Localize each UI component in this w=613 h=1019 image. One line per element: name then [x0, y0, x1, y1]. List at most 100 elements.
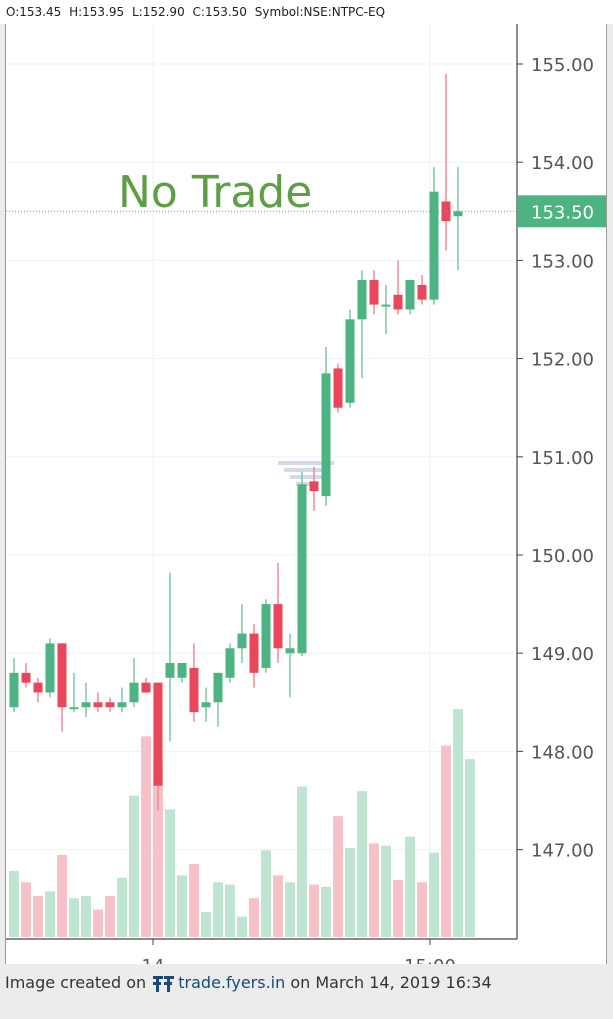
y-tick-label: 150.00 — [531, 546, 594, 567]
candle-body[interactable] — [309, 481, 319, 492]
volume-bar — [129, 795, 139, 937]
y-tick-label: 147.00 — [531, 841, 594, 862]
y-tick-label: 153.00 — [531, 251, 594, 272]
volume-bar — [201, 911, 211, 937]
volume-bar — [333, 816, 343, 937]
volume-bar — [81, 895, 91, 937]
y-tick-label: 154.00 — [531, 153, 594, 174]
candle-body[interactable] — [105, 702, 115, 708]
candle-body[interactable] — [369, 280, 379, 305]
volume-bar — [369, 843, 379, 937]
candlestick-chart[interactable]: No Trade 147.00 148.00 149.00 150.00 151.00 15… — [6, 24, 606, 964]
volume-bar — [57, 854, 67, 937]
volume-bar — [381, 845, 391, 937]
volume-bar — [465, 759, 475, 937]
candle-body[interactable] — [129, 682, 139, 703]
candle-body[interactable] — [225, 648, 235, 678]
no-trade-annotation: No Trade — [118, 167, 312, 218]
y-tick-label: 151.00 — [531, 448, 594, 469]
volume-bar — [453, 709, 463, 937]
candle-body[interactable] — [429, 191, 439, 300]
volume-bar — [417, 882, 427, 937]
volume-bar — [261, 850, 271, 937]
y-tick-label: 152.00 — [531, 350, 594, 371]
volume-bar — [297, 786, 307, 937]
candle-body[interactable] — [33, 682, 43, 693]
candle-body[interactable] — [453, 211, 463, 217]
open-value: O:153.45 — [6, 5, 62, 19]
volume-bar — [153, 761, 163, 937]
volume-bar — [21, 882, 31, 937]
volume-bar — [429, 852, 439, 937]
volume-bar — [105, 895, 115, 937]
candle-body[interactable] — [81, 702, 91, 708]
volume-bar — [141, 736, 151, 937]
candle-body[interactable] — [273, 604, 283, 649]
volume-bar — [69, 898, 79, 937]
candle-body[interactable] — [21, 672, 31, 683]
volume-bar — [285, 882, 295, 937]
candle-body[interactable] — [261, 604, 271, 668]
close-value: C:153.50 — [192, 5, 247, 19]
volume-bar — [321, 886, 331, 937]
low-value: L:152.90 — [131, 5, 185, 19]
volume-bar — [9, 870, 19, 937]
candle-body[interactable] — [93, 702, 103, 708]
candle-body[interactable] — [189, 667, 199, 713]
candle-body[interactable] — [441, 201, 451, 222]
volume-bar — [441, 745, 451, 937]
volume-bar — [33, 895, 43, 937]
chart-panel[interactable]: No Trade 147.00 148.00 149.00 150.00 151.00 15… — [5, 24, 607, 964]
y-tick-label: 148.00 — [531, 742, 594, 763]
symbol-label: Symbol:NSE:NTPC-EQ — [254, 5, 386, 19]
candle-body[interactable] — [345, 319, 355, 403]
x-tick-label: 14 — [142, 956, 165, 964]
footer-prefix: Image created on — [5, 973, 147, 992]
x-tick-label: 15:00 — [404, 956, 456, 964]
candle-body[interactable] — [393, 294, 403, 310]
candle-body[interactable] — [405, 280, 415, 310]
last-price-label: 153.50 — [531, 202, 594, 223]
candle-body[interactable] — [9, 672, 19, 708]
candle-body[interactable] — [297, 484, 307, 654]
candle-body[interactable] — [201, 702, 211, 708]
footer: Image created on trade.fyers.in on March… — [0, 964, 613, 1004]
volume-bar — [117, 877, 127, 937]
candle-body[interactable] — [69, 707, 79, 710]
last-price-tag — [518, 195, 606, 228]
volume-bar — [405, 836, 415, 937]
candle-body[interactable] — [333, 368, 343, 408]
candle-body[interactable] — [417, 284, 427, 300]
candle-body[interactable] — [165, 663, 175, 678]
volume-bar — [249, 898, 259, 937]
candle-body[interactable] — [357, 280, 367, 320]
candle-body[interactable] — [45, 643, 55, 693]
fyers-watermark-icon — [278, 461, 334, 486]
candle-body[interactable] — [153, 682, 163, 786]
candle-body[interactable] — [57, 643, 67, 708]
candle-body[interactable] — [321, 373, 331, 497]
volume-bar — [225, 884, 235, 937]
fyers-logo-icon — [153, 975, 175, 992]
volume-bar — [177, 875, 187, 937]
volume-bar — [213, 882, 223, 937]
ohlc-header: O:153.45 H:153.95 L:152.90 C:153.50 Symb… — [0, 0, 613, 24]
volume-bar — [189, 864, 199, 937]
high-value: H:153.95 — [69, 5, 125, 19]
volume-bar — [345, 848, 355, 937]
candle-body[interactable] — [249, 633, 259, 673]
footer-suffix: on March 14, 2019 16:34 — [290, 973, 492, 992]
candle-body[interactable] — [285, 648, 295, 654]
candle-body[interactable] — [381, 304, 391, 307]
candle-body[interactable] — [237, 633, 247, 649]
volume-bar — [165, 809, 175, 937]
candle-body[interactable] — [213, 672, 223, 703]
footer-brand-link[interactable]: trade.fyers.in — [178, 973, 286, 992]
volume-bar — [237, 916, 247, 937]
volume-bar — [357, 791, 367, 937]
volume-bar — [393, 880, 403, 937]
candle-body[interactable] — [141, 682, 151, 693]
candle-body[interactable] — [177, 663, 187, 678]
candle-body[interactable] — [117, 702, 127, 708]
volume-bar — [45, 891, 55, 937]
